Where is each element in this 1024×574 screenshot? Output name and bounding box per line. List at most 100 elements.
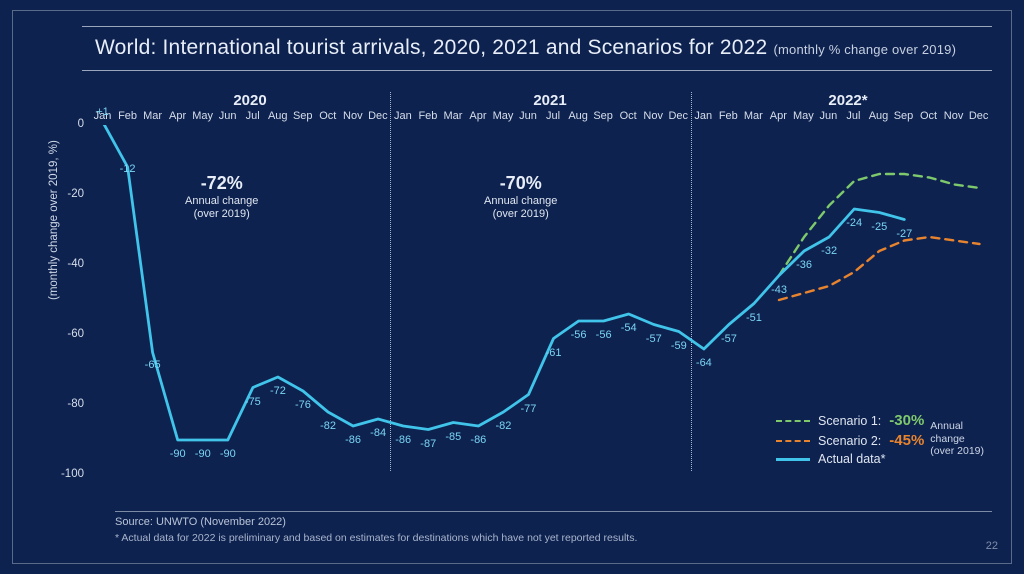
month-tick: Jul — [541, 110, 566, 122]
data-label: -12 — [120, 163, 136, 175]
month-tick: Mar — [741, 110, 766, 122]
annotation-2021-l2: (over 2019) — [484, 208, 557, 222]
month-tick: Sep — [891, 110, 916, 122]
data-label: -57 — [646, 333, 662, 345]
data-label: -56 — [596, 329, 612, 341]
data-label: -36 — [796, 259, 812, 271]
month-tick: Jan — [691, 110, 716, 122]
annotation-2021-value: -70% — [484, 172, 557, 195]
month-tick: Jan — [390, 110, 415, 122]
month-axis: JanFebMarAprMayJunJulAugSepOctNovDecJanF… — [90, 110, 991, 122]
data-label: -61 — [546, 347, 562, 359]
data-label: -86 — [470, 434, 486, 446]
data-label: +1 — [96, 106, 109, 118]
month-tick: Jul — [240, 110, 265, 122]
rule-bottom — [115, 511, 992, 512]
month-tick: May — [491, 110, 516, 122]
month-tick: Jul — [841, 110, 866, 122]
data-label: -90 — [220, 448, 236, 460]
chart-title: World: International tourist arrivals, 2… — [95, 36, 956, 60]
data-label: -54 — [621, 322, 637, 334]
page-number: 22 — [986, 540, 998, 552]
month-tick: Nov — [340, 110, 365, 122]
annotation-2020-l1: Annual change — [185, 195, 258, 209]
data-label: -56 — [571, 329, 587, 341]
month-tick: Sep — [591, 110, 616, 122]
y-tick: -40 — [58, 258, 84, 270]
data-label: -51 — [746, 312, 762, 324]
data-label: -27 — [896, 228, 912, 240]
data-label: -25 — [871, 221, 887, 233]
data-label: -57 — [721, 333, 737, 345]
month-tick: Feb — [115, 110, 140, 122]
year-header-2020: 2020 — [120, 92, 380, 109]
year-header-2022: 2022* — [718, 92, 978, 109]
y-tick: -20 — [58, 188, 84, 200]
rule-top — [82, 26, 992, 27]
data-label: -85 — [445, 431, 461, 443]
y-tick: 0 — [58, 118, 84, 130]
month-tick: Mar — [440, 110, 465, 122]
data-label: -86 — [395, 434, 411, 446]
month-tick: Aug — [265, 110, 290, 122]
rule-under-title — [82, 70, 992, 71]
data-label: -59 — [671, 340, 687, 352]
month-tick: Feb — [415, 110, 440, 122]
y-tick: -80 — [58, 398, 84, 410]
annotation-2020-l2: (over 2019) — [185, 208, 258, 222]
month-tick: Nov — [941, 110, 966, 122]
month-tick: Feb — [716, 110, 741, 122]
year-header-2021: 2021 — [420, 92, 680, 109]
month-tick: Oct — [315, 110, 340, 122]
month-tick: Oct — [916, 110, 941, 122]
title-main: World: International tourist arrivals, 2… — [95, 36, 767, 59]
data-label: -82 — [320, 420, 336, 432]
data-label: -76 — [295, 399, 311, 411]
legend: Scenario 1: -30% Scenario 2: -45% Actual… — [776, 409, 984, 469]
month-tick: Jun — [215, 110, 240, 122]
data-label: -82 — [495, 420, 511, 432]
data-label: -90 — [195, 448, 211, 460]
month-tick: Dec — [666, 110, 691, 122]
source-line: Source: UNWTO (November 2022) — [115, 516, 286, 528]
legend-swatch-scenario2 — [776, 440, 810, 442]
y-tick: -100 — [58, 468, 84, 480]
month-tick: Nov — [641, 110, 666, 122]
month-tick: Oct — [616, 110, 641, 122]
month-tick: Apr — [165, 110, 190, 122]
month-tick: Dec — [365, 110, 390, 122]
month-tick: May — [791, 110, 816, 122]
month-tick: Jun — [516, 110, 541, 122]
data-label: -65 — [145, 359, 161, 371]
legend-swatch-scenario1 — [776, 420, 810, 422]
legend-value-scenario2: -45% — [889, 432, 924, 449]
annotation-2020: -72% Annual change (over 2019) — [185, 172, 258, 222]
title-subtitle: (monthly % change over 2019) — [773, 42, 956, 57]
annotation-2020-value: -72% — [185, 172, 258, 195]
legend-label-actual: Actual data* — [818, 452, 885, 466]
data-label: -75 — [245, 396, 261, 408]
month-tick: Dec — [966, 110, 991, 122]
data-label: -87 — [420, 438, 436, 450]
month-tick: May — [190, 110, 215, 122]
month-tick: Apr — [465, 110, 490, 122]
legend-swatch-actual — [776, 458, 810, 461]
month-tick: Aug — [566, 110, 591, 122]
data-label: -77 — [521, 403, 537, 415]
legend-value-scenario1: -30% — [889, 412, 924, 429]
data-label: -32 — [821, 245, 837, 257]
data-label: -24 — [846, 217, 862, 229]
y-tick: -60 — [58, 328, 84, 340]
annotation-2021-l1: Annual change — [484, 195, 557, 209]
month-tick: Sep — [290, 110, 315, 122]
footnote: * Actual data for 2022 is preliminary an… — [115, 532, 637, 544]
data-label: -72 — [270, 385, 286, 397]
data-label: -84 — [370, 427, 386, 439]
y-axis-label: (monthly change over 2019, %) — [48, 140, 60, 300]
data-label: -90 — [170, 448, 186, 460]
legend-label-scenario2: Scenario 2: — [818, 434, 881, 448]
month-tick: Jun — [816, 110, 841, 122]
legend-side-note: Annual change (over 2019) — [930, 420, 984, 458]
month-tick: Aug — [866, 110, 891, 122]
data-label: -64 — [696, 357, 712, 369]
